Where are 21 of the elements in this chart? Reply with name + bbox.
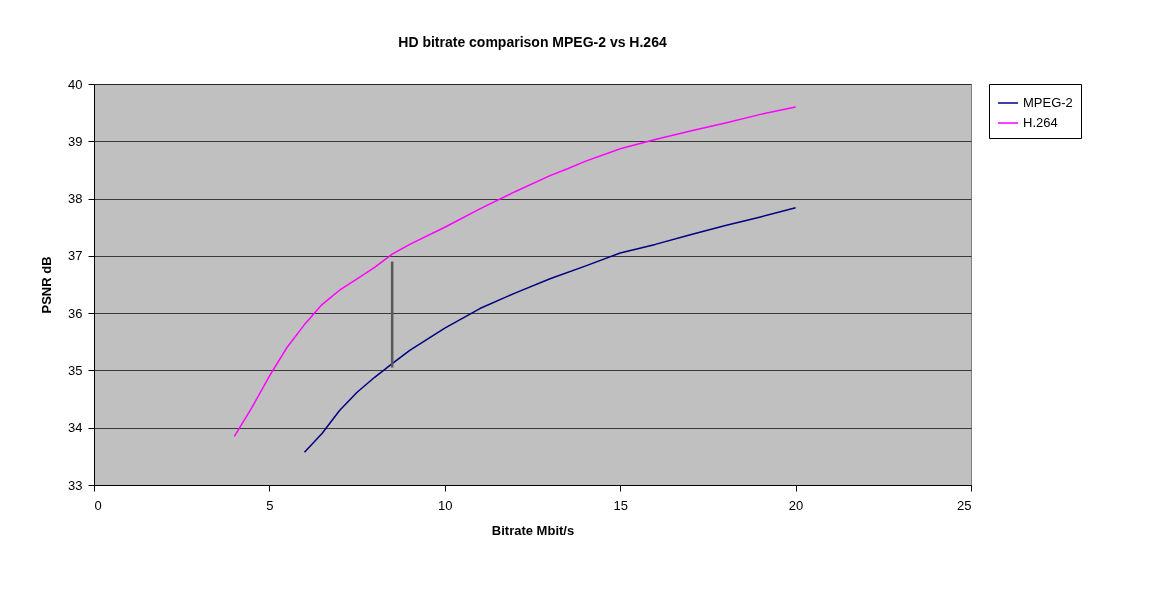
y-tick-label: 38 [68,191,83,207]
legend-label: MPEG-2 [1023,95,1073,110]
y-tick-label: 39 [68,133,83,149]
x-tick-label: 5 [266,497,274,513]
line-series [303,206,797,454]
x-tick-label: 20 [788,497,804,513]
chart-title: HD bitrate comparison MPEG-2 vs H.264 [398,34,667,50]
y-tick-label: 34 [68,420,83,436]
y-tick-label: 35 [68,362,83,378]
line-series [233,106,797,438]
x-tick-label: 10 [438,497,453,513]
y-tick-label: 40 [68,76,83,92]
y-tick-label: 36 [68,305,83,321]
legend-label: H.264 [1023,115,1058,130]
y-tick-label: 33 [68,477,83,493]
x-tick-label: 0 [94,497,102,513]
y-tick-label: 37 [68,248,83,264]
x-axis-title: Bitrate Mbit/s [491,522,575,538]
y-axis-title: PSNR dB [39,256,55,314]
x-tick-label: 25 [957,497,972,513]
x-tick-label: 15 [613,497,628,513]
